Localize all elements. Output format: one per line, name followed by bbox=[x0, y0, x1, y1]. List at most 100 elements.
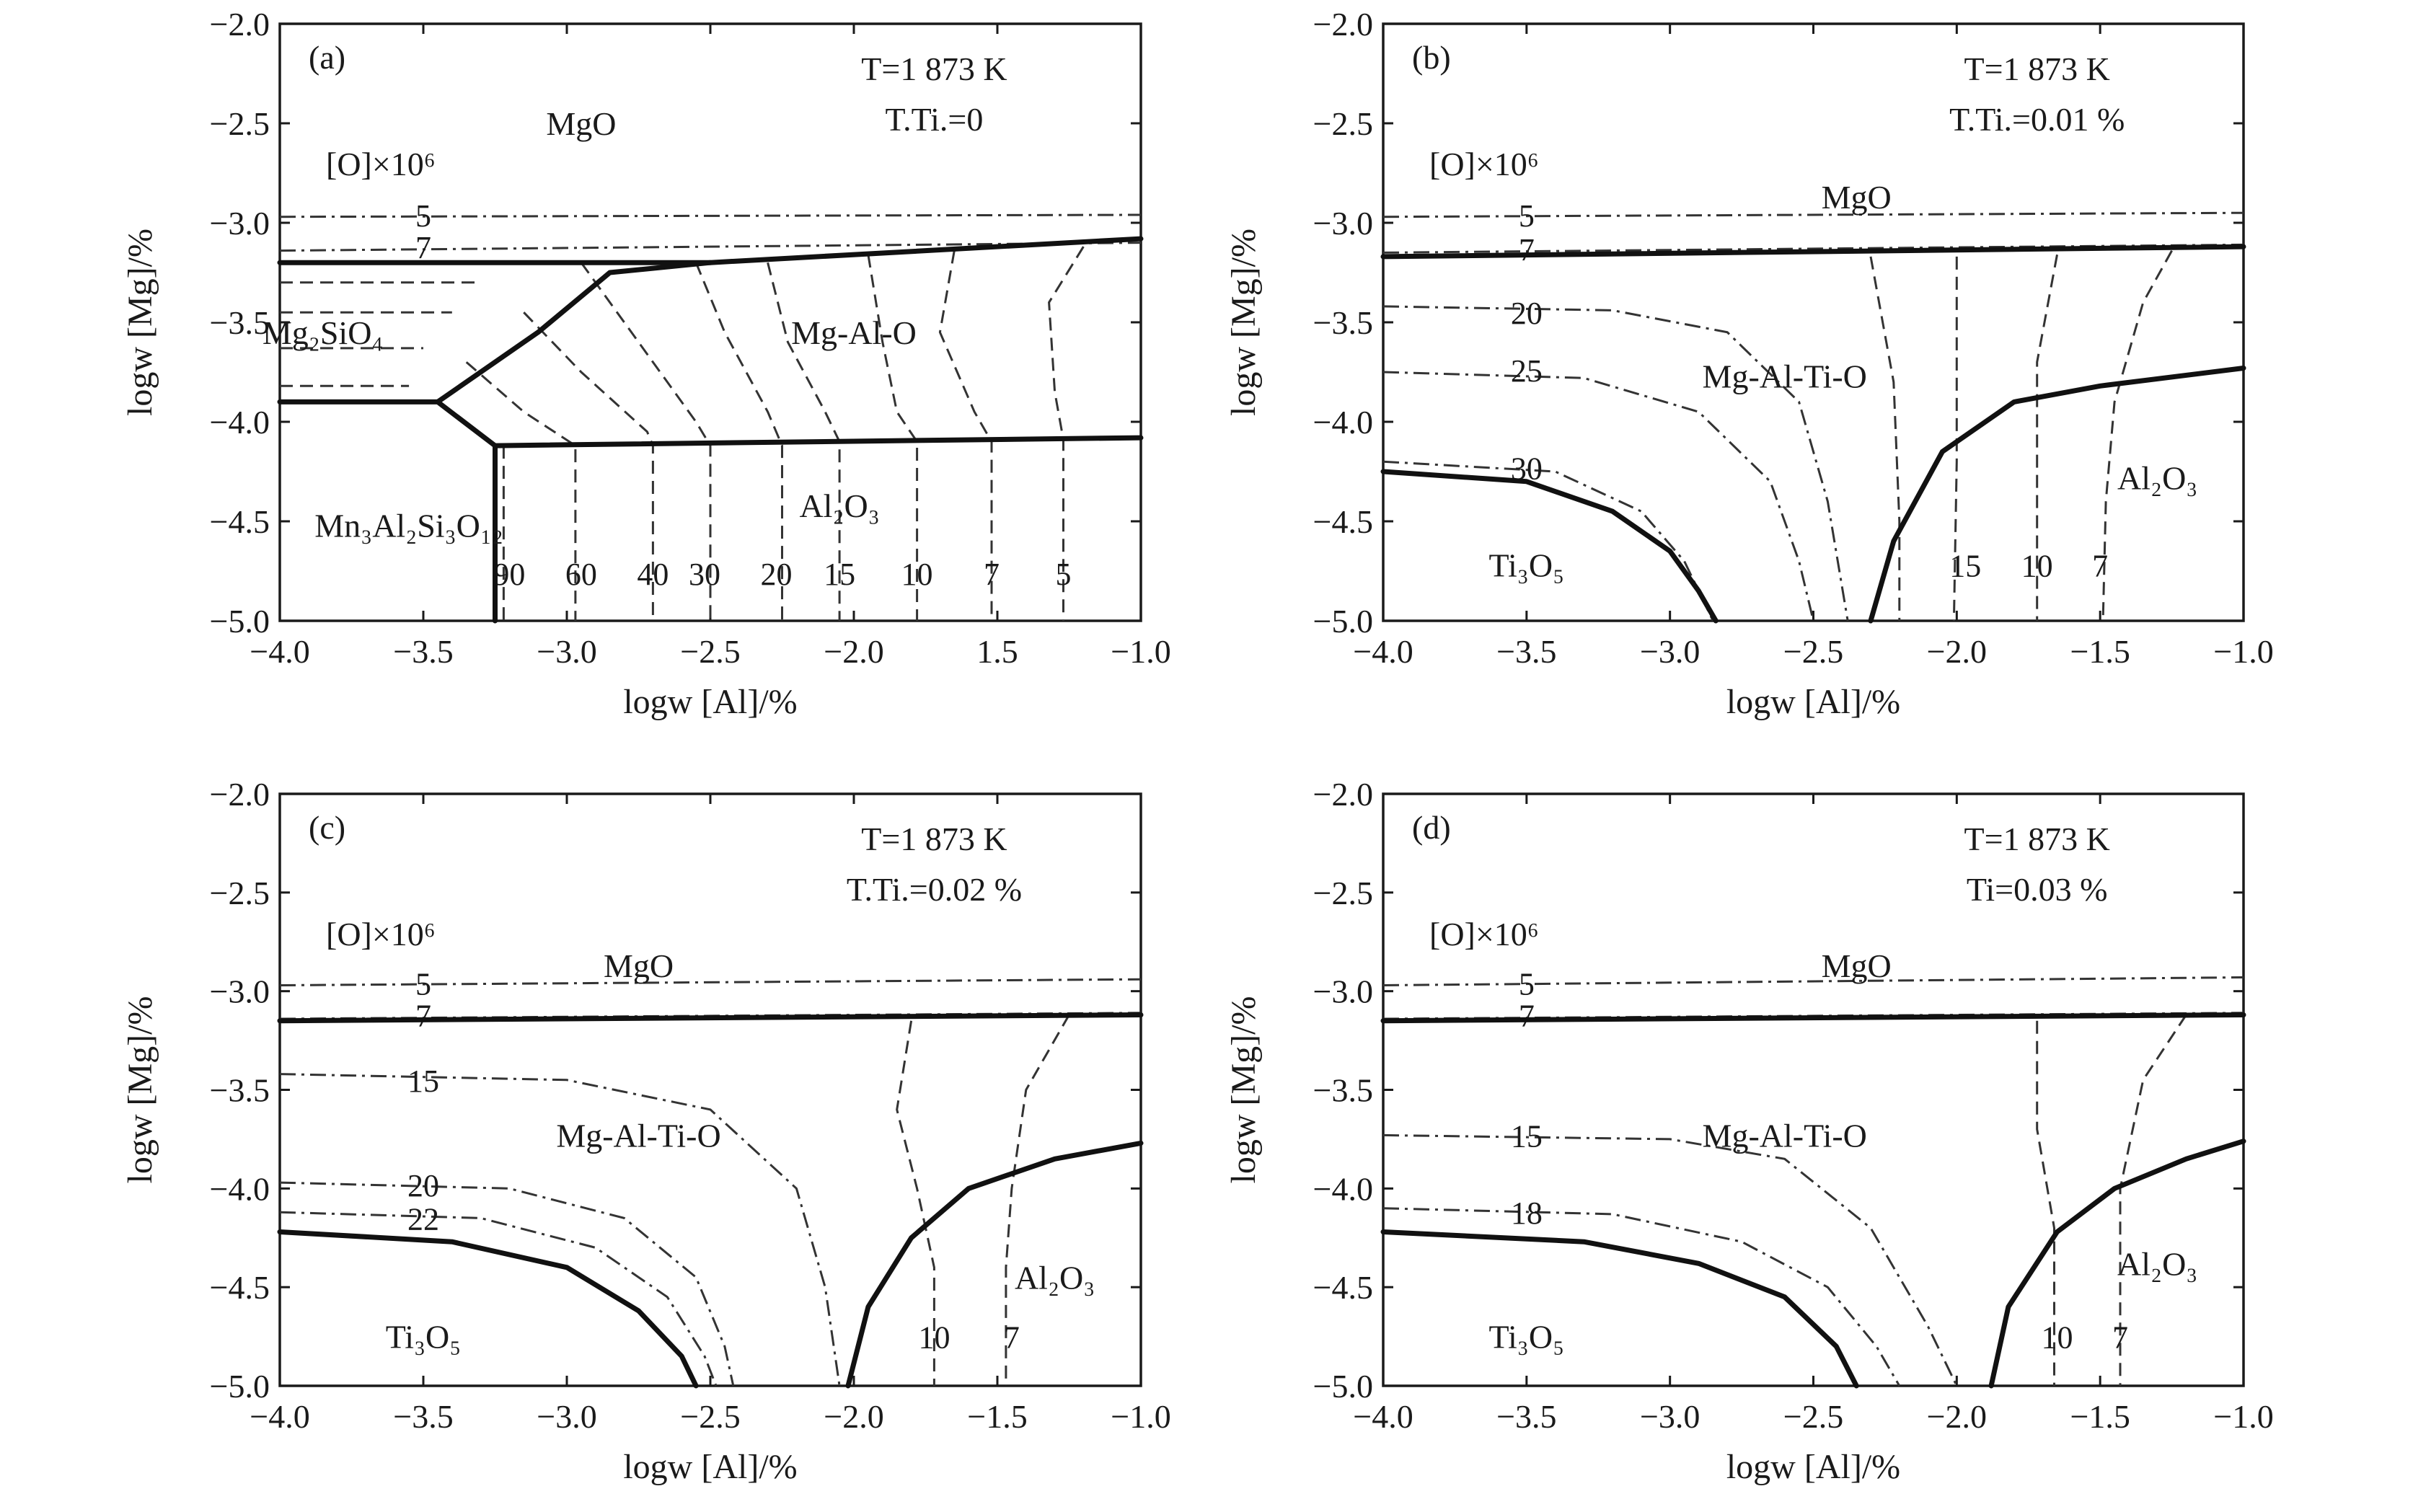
region-label: MgO bbox=[546, 105, 616, 142]
phase-boundary bbox=[1380, 1012, 2246, 1024]
y-tick-label: −5.0 bbox=[210, 603, 270, 640]
y-tick-label: −3.0 bbox=[1313, 973, 1373, 1010]
contour-line bbox=[279, 1211, 718, 1387]
region-label: Ti₃O₅ bbox=[1489, 1319, 1565, 1356]
x-tick-label: −4.0 bbox=[1353, 1398, 1413, 1435]
y-tick-label: −3.5 bbox=[210, 304, 270, 341]
x-tick-label: −2.0 bbox=[1927, 1398, 1987, 1435]
oxygen-label: [O]×10⁶ bbox=[1429, 146, 1539, 182]
temperature-note: T=1 873 K bbox=[861, 50, 1007, 87]
contour-label: 7 bbox=[2092, 549, 2108, 584]
y-tick-label: −5.0 bbox=[1313, 1368, 1373, 1405]
contour-line bbox=[465, 361, 577, 621]
contour-line bbox=[896, 1020, 935, 1386]
contour-line bbox=[580, 262, 712, 621]
y-tick-label: −4.5 bbox=[210, 1269, 270, 1306]
x-tick-label: −3.5 bbox=[1496, 633, 1556, 670]
contour-label: 7 bbox=[2112, 1320, 2128, 1356]
contour-label: 22 bbox=[407, 1201, 439, 1237]
contour-line bbox=[279, 242, 1142, 252]
contour-label: 40 bbox=[637, 557, 669, 592]
contour-line bbox=[1382, 211, 2244, 218]
phase-boundary bbox=[277, 236, 1144, 265]
contour-label: 90 bbox=[493, 557, 525, 592]
y-tick-label: −4.0 bbox=[1313, 1170, 1373, 1207]
x-tick-label: −3.0 bbox=[537, 633, 596, 670]
contour-line bbox=[279, 978, 1142, 986]
y-tick-label: −2.5 bbox=[1313, 875, 1373, 911]
contour-line bbox=[1382, 976, 2244, 986]
y-tick-label: −3.0 bbox=[210, 973, 270, 1010]
y-tick-label: −2.5 bbox=[1313, 105, 1373, 142]
y-tick-label: −4.5 bbox=[1313, 1269, 1373, 1306]
panel-tag: (d) bbox=[1412, 809, 1451, 846]
contour-line bbox=[2036, 254, 2058, 621]
contour-line bbox=[1048, 246, 1085, 621]
y-tick-label: −4.5 bbox=[210, 503, 270, 540]
contour-label: 10 bbox=[918, 1320, 950, 1356]
temperature-note: T=1 873 K bbox=[861, 821, 1007, 857]
contour-line bbox=[523, 311, 654, 621]
region-label: Mg-Al-Ti-O bbox=[556, 1117, 720, 1154]
x-axis-label: logw [Al]/% bbox=[623, 1448, 797, 1486]
region-label: MgO bbox=[1822, 947, 1892, 984]
region-label: MgO bbox=[1822, 179, 1892, 216]
x-tick-label: −4.0 bbox=[250, 1398, 309, 1435]
phase-boundary bbox=[1868, 366, 2246, 624]
contour-label: 20 bbox=[1511, 296, 1543, 331]
x-axis-label: logw [Al]/% bbox=[623, 683, 797, 721]
x-tick-label: −1.0 bbox=[1111, 1398, 1170, 1435]
y-tick-label: −2.5 bbox=[210, 105, 270, 142]
oxygen-label: [O]×10⁶ bbox=[1429, 916, 1539, 952]
x-tick-label: −1.5 bbox=[967, 1398, 1027, 1435]
phase-boundary bbox=[277, 399, 498, 624]
x-axis-label: logw [Al]/% bbox=[1726, 683, 1900, 721]
x-tick-label: −2.5 bbox=[1783, 1398, 1843, 1435]
x-tick-label: −3.5 bbox=[393, 1398, 453, 1435]
contour-label: 5 bbox=[1519, 967, 1535, 1002]
x-tick-label: −4.0 bbox=[1353, 633, 1413, 670]
phase-boundary bbox=[493, 435, 1144, 448]
y-axis-label: logw [Mg]/% bbox=[1225, 996, 1263, 1184]
contour-label: 20 bbox=[407, 1168, 439, 1203]
y-tick-label: −2.0 bbox=[1313, 776, 1373, 813]
contour-label: 10 bbox=[2042, 1320, 2073, 1356]
x-tick-label: −1.0 bbox=[2213, 633, 2273, 670]
contour-line bbox=[1382, 1207, 1901, 1387]
titanium-note: T.Ti.=0.02 % bbox=[847, 871, 1022, 908]
y-tick-label: −2.0 bbox=[1313, 6, 1373, 43]
contour-line bbox=[767, 262, 841, 621]
panel-b: −4.0 −3.5 −3.0 −2.5 −2.0 −1.5 −1.0 −2.0 −2.5 −3.0… bbox=[1225, 6, 2274, 721]
x-tick-label: −1.5 bbox=[2070, 633, 2130, 670]
region-label: MgO bbox=[604, 947, 674, 984]
contour-label: 5 bbox=[415, 967, 431, 1002]
contour-line bbox=[694, 262, 783, 621]
region-label: Ti₃O₅ bbox=[1489, 547, 1565, 584]
x-tick-label: −3.0 bbox=[1640, 1398, 1700, 1435]
contour-label: 7 bbox=[1004, 1320, 1020, 1356]
phase-boundary bbox=[277, 1012, 1144, 1024]
y-tick-label: −3.5 bbox=[1313, 1072, 1373, 1109]
x-tick-label: −1.0 bbox=[2213, 1398, 2273, 1435]
contour-line bbox=[1382, 1133, 1958, 1387]
contour-line bbox=[938, 250, 993, 621]
phase-boundary bbox=[277, 1229, 699, 1389]
y-tick-label: −5.0 bbox=[210, 1368, 270, 1405]
contour-line bbox=[279, 1073, 841, 1387]
temperature-note: T=1 873 K bbox=[1964, 50, 2110, 87]
titanium-note: T.Ti.=0.01 % bbox=[1949, 101, 2125, 138]
region-label: Mg-Al-Ti-O bbox=[1703, 358, 1867, 395]
y-axis-label: logw [Mg]/% bbox=[121, 996, 159, 1184]
contour-label: 15 bbox=[407, 1064, 439, 1099]
contour-line bbox=[1005, 1014, 1070, 1386]
panel-tag: (c) bbox=[309, 809, 345, 846]
panel-c: −4.0 −3.5 −3.0 −2.5 −2.0 −1.5 −1.0 −2.0 −2.5 −3.0… bbox=[121, 776, 1171, 1486]
contour-line bbox=[2036, 1020, 2055, 1386]
contour-label: 10 bbox=[901, 557, 933, 592]
y-tick-label: −4.0 bbox=[210, 404, 270, 441]
x-tick-label: −2.5 bbox=[680, 1398, 740, 1435]
contour-label: 7 bbox=[1519, 232, 1535, 268]
y-tick-label: −5.0 bbox=[1313, 603, 1373, 640]
y-axis-label: logw [Mg]/% bbox=[121, 229, 159, 416]
